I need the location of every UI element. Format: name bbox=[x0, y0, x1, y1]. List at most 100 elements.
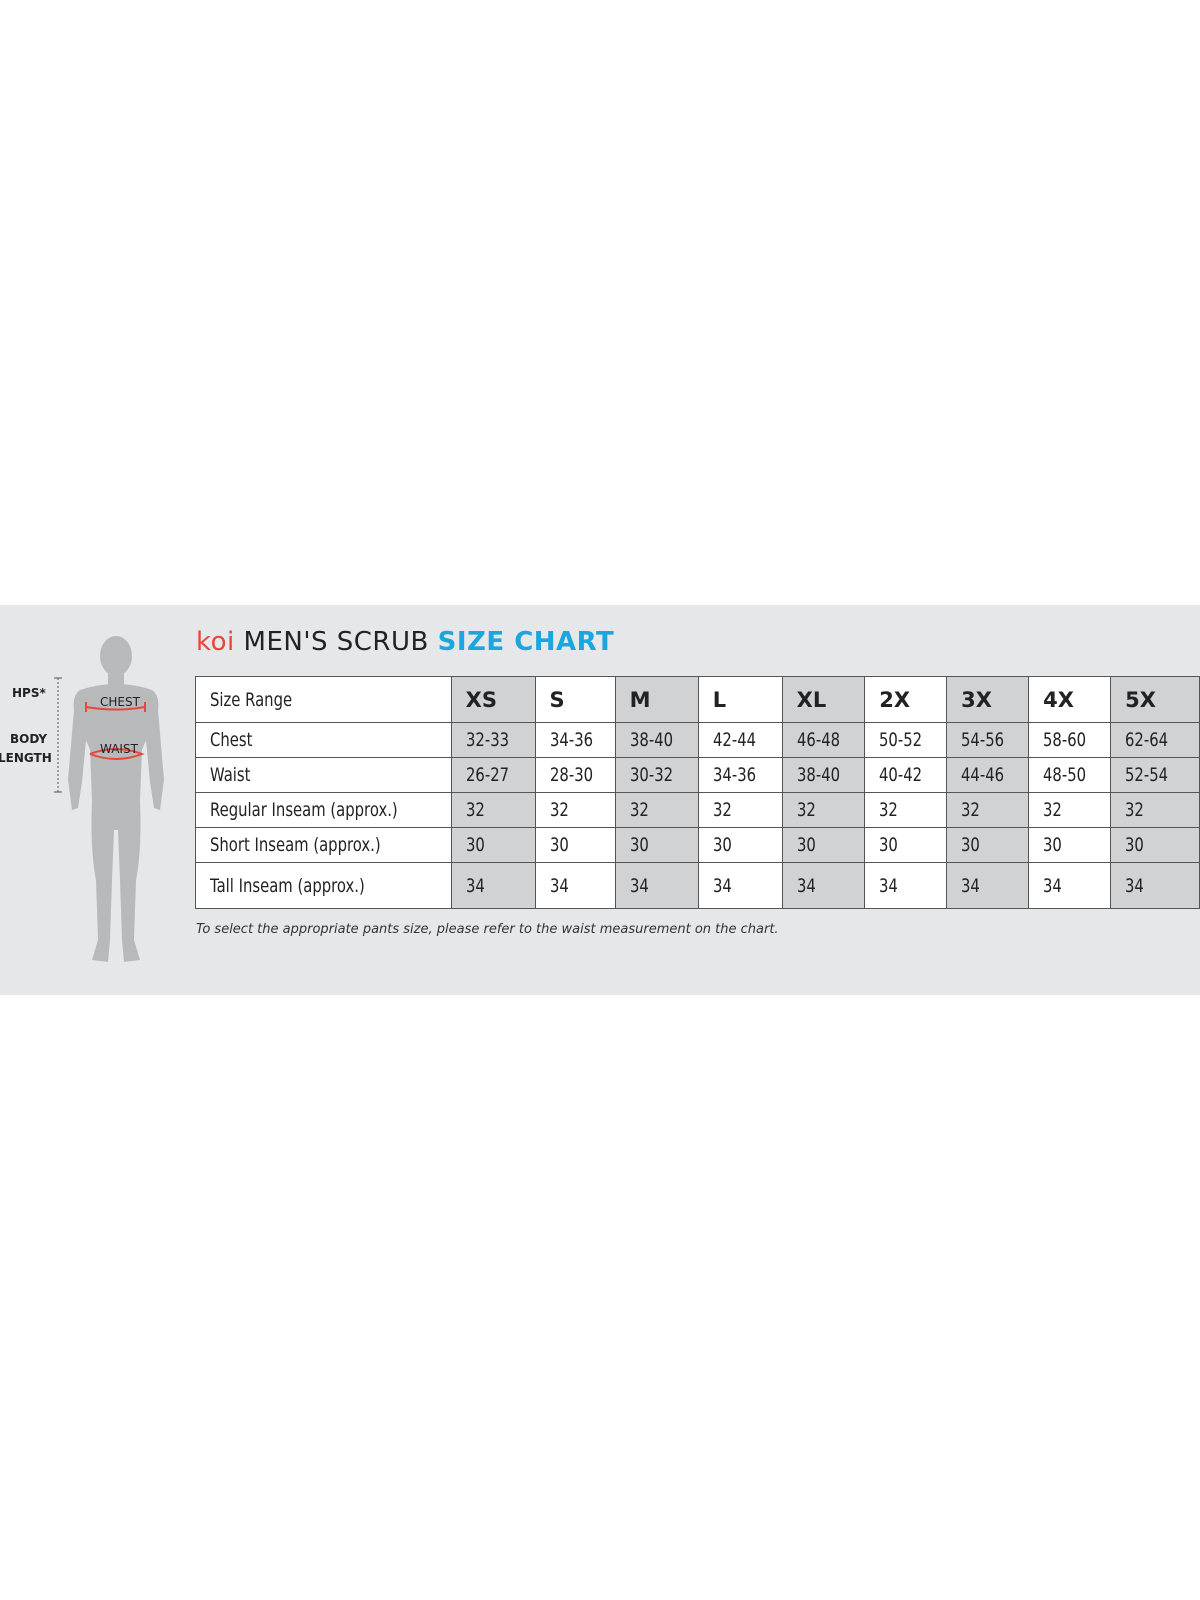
cell-text: Size Range bbox=[210, 688, 293, 711]
table-cell: 26-27 bbox=[450, 757, 536, 793]
chest-label: CHEST bbox=[100, 695, 140, 709]
table-cell: 32 bbox=[614, 792, 699, 828]
table-cell: 48-50 bbox=[1028, 757, 1112, 793]
table-cell: 30 bbox=[614, 827, 699, 863]
page-title: koi MEN'S SCRUB SIZE CHART bbox=[196, 627, 614, 657]
cell-text: 30 bbox=[549, 834, 569, 856]
cell-text: 32 bbox=[712, 799, 732, 821]
cell-text: 32 bbox=[1125, 799, 1144, 821]
table-cell: 30 bbox=[864, 827, 948, 863]
table-cell: 34-36 bbox=[697, 757, 783, 793]
table-cell: 32 bbox=[781, 792, 866, 828]
cell-text: 58-60 bbox=[1043, 729, 1087, 751]
size-header: 4X bbox=[1028, 676, 1112, 723]
cell-text: 62-64 bbox=[1125, 729, 1169, 751]
cell-text: 48-50 bbox=[1043, 764, 1087, 786]
table-cell: 34 bbox=[1028, 862, 1112, 909]
cell-text: 26-27 bbox=[465, 764, 509, 786]
cell-text: 46-48 bbox=[796, 729, 840, 751]
size-header: 3X bbox=[946, 676, 1030, 723]
table-cell: 30 bbox=[697, 827, 783, 863]
cell-text: 34 bbox=[629, 874, 649, 897]
table-cell: 30 bbox=[1028, 827, 1112, 863]
cell-text: 34 bbox=[465, 874, 485, 897]
table-cell: 34-36 bbox=[534, 722, 616, 758]
cell-text: 34 bbox=[712, 874, 732, 897]
table-row: Tall Inseam (approx.) 34 34 34 34 34 34 34 34 34 bbox=[195, 862, 1200, 909]
cell-text: 34 bbox=[796, 874, 816, 897]
table-cell: 46-48 bbox=[781, 722, 866, 758]
table-cell: 30 bbox=[534, 827, 616, 863]
cell-text: XL bbox=[796, 687, 827, 712]
cell-text: 32 bbox=[629, 799, 649, 821]
table-cell: 38-40 bbox=[614, 722, 699, 758]
size-header: 5X bbox=[1110, 676, 1200, 723]
cell-text: 40-42 bbox=[879, 764, 923, 786]
cell-text: 34 bbox=[961, 874, 981, 897]
header-label: Size Range bbox=[195, 676, 452, 723]
waist-label: WAIST bbox=[100, 742, 138, 756]
cell-text: 32 bbox=[796, 799, 816, 821]
brand-logo: koi bbox=[196, 627, 235, 657]
cell-text: 30 bbox=[1125, 834, 1144, 856]
table-cell: 32 bbox=[1110, 792, 1200, 828]
table-cell: 32 bbox=[1028, 792, 1112, 828]
table-cell: 52-54 bbox=[1110, 757, 1200, 793]
cell-text: 30 bbox=[629, 834, 649, 856]
cell-text: S bbox=[549, 687, 565, 712]
cell-text: 5X bbox=[1125, 687, 1156, 712]
cell-text: Short Inseam (approx.) bbox=[210, 834, 381, 856]
cell-text: Chest bbox=[210, 729, 253, 751]
caption-note: To select the appropriate pants size, pl… bbox=[196, 922, 779, 937]
cell-text: 30 bbox=[465, 834, 485, 856]
body-silhouette-figure bbox=[54, 636, 164, 962]
size-table: Size Range XS S M L XL 2X 3X 4X 5X Chest 32-33 34-36… bbox=[195, 676, 1200, 909]
table-cell: 28-30 bbox=[534, 757, 616, 793]
table-cell: 40-42 bbox=[864, 757, 948, 793]
cell-text: 44-46 bbox=[961, 764, 1005, 786]
table-cell: 50-52 bbox=[864, 722, 948, 758]
cell-text: Regular Inseam (approx.) bbox=[210, 799, 398, 821]
table-cell: 34 bbox=[450, 862, 536, 909]
size-header: L bbox=[697, 676, 783, 723]
table-cell: 34 bbox=[864, 862, 948, 909]
size-header: M bbox=[614, 676, 699, 723]
cell-text: 50-52 bbox=[879, 729, 923, 751]
title-main: MEN'S SCRUB bbox=[243, 627, 429, 657]
table-cell: 34 bbox=[781, 862, 866, 909]
size-header: S bbox=[534, 676, 616, 723]
hps-label: HPS* bbox=[12, 686, 46, 700]
row-label: Regular Inseam (approx.) bbox=[195, 792, 452, 828]
cell-text: 30 bbox=[961, 834, 981, 856]
cell-text: M bbox=[629, 687, 651, 712]
cell-text: 30 bbox=[796, 834, 816, 856]
table-cell: 38-40 bbox=[781, 757, 866, 793]
table-cell: 32 bbox=[946, 792, 1030, 828]
table-cell: 34 bbox=[1110, 862, 1200, 909]
table-row: Waist 26-27 28-30 30-32 34-36 38-40 40-42 44-46… bbox=[195, 757, 1200, 793]
body-length-label-1: BODY bbox=[10, 732, 48, 746]
waist-measure-icon bbox=[89, 748, 145, 760]
table-cell: 58-60 bbox=[1028, 722, 1112, 758]
cell-text: 2X bbox=[879, 687, 911, 712]
cell-text: 34-36 bbox=[712, 764, 756, 786]
cell-text: 52-54 bbox=[1125, 764, 1169, 786]
cell-text: Waist bbox=[210, 764, 251, 786]
body-length-label-2: LENGTH bbox=[0, 751, 52, 765]
cell-text: 54-56 bbox=[961, 729, 1005, 751]
table-cell: 34 bbox=[614, 862, 699, 909]
table-cell: 32-33 bbox=[450, 722, 536, 758]
cell-text: 34 bbox=[1125, 874, 1144, 897]
chest-measure-icon bbox=[85, 702, 146, 760]
table-cell: 30 bbox=[781, 827, 866, 863]
size-header: XS bbox=[450, 676, 536, 723]
table-cell: 44-46 bbox=[946, 757, 1030, 793]
cell-text: 34-36 bbox=[549, 729, 593, 751]
table-cell: 30 bbox=[450, 827, 536, 863]
size-header: XL bbox=[781, 676, 866, 723]
table-cell: 30 bbox=[1110, 827, 1200, 863]
table-cell: 30-32 bbox=[614, 757, 699, 793]
table-cell: 30 bbox=[946, 827, 1030, 863]
cell-text: 30 bbox=[879, 834, 899, 856]
table-cell: 34 bbox=[946, 862, 1030, 909]
